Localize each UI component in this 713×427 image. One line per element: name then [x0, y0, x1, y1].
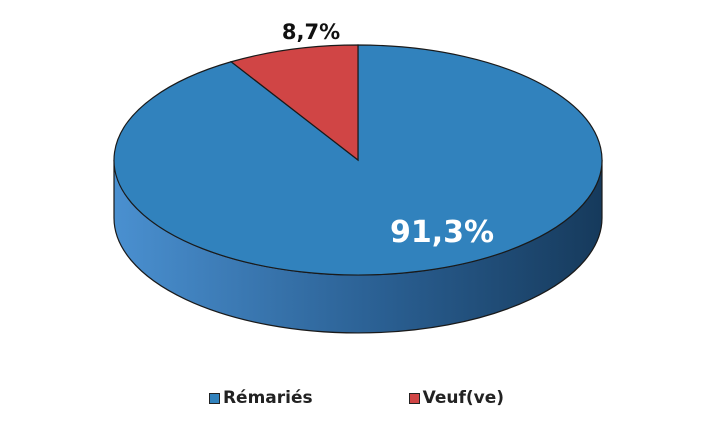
data-label-0: 91,3% — [390, 215, 494, 250]
legend-swatch-1 — [408, 392, 420, 404]
legend: Rémariés Veuf(ve) — [0, 388, 713, 408]
pie-slice-1 — [229, 44, 359, 162]
legend-label-1: Veuf(ve) — [422, 388, 505, 408]
legend-item: Veuf(ve) — [408, 388, 505, 408]
data-label-1: 8,7% — [282, 20, 340, 44]
legend-swatch-0 — [208, 392, 220, 404]
legend-label-0: Rémariés — [222, 388, 313, 408]
legend-item: Rémariés — [208, 388, 313, 408]
